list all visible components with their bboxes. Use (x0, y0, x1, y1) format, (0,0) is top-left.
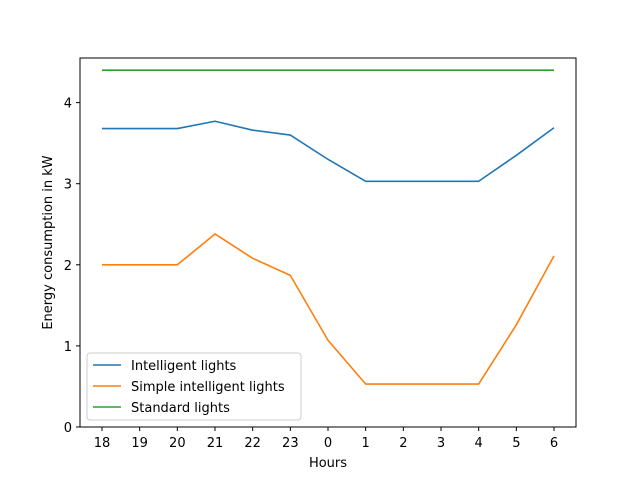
series-lines (102, 69, 555, 385)
legend-label: Simple intelligent lights (131, 380, 285, 395)
x-tick-label: 22 (244, 436, 261, 451)
x-tick-label: 4 (475, 436, 483, 451)
y-tick-label: 4 (64, 97, 72, 112)
y-tick-label: 3 (64, 178, 72, 193)
y-axis-label: Energy consumption in kW (41, 155, 56, 329)
legend-label: Standard lights (131, 401, 230, 416)
x-tick-label: 1 (362, 436, 370, 451)
x-tick-label: 5 (512, 436, 520, 451)
x-tick-label: 18 (94, 436, 111, 451)
y-tick-label: 1 (64, 340, 72, 355)
y-tick-label: 0 (64, 421, 72, 436)
series-line-2 (102, 233, 555, 385)
x-tick-label: 21 (207, 436, 224, 451)
x-tick-label: 3 (437, 436, 445, 451)
x-tick-label: 19 (131, 436, 148, 451)
x-tick-label: 0 (324, 436, 332, 451)
legend-label: Intelligent lights (131, 359, 237, 374)
y-tick-label: 2 (64, 259, 72, 274)
x-axis-label: Hours (309, 456, 347, 471)
series-line-1 (102, 120, 555, 183)
x-tick-label: 6 (550, 436, 558, 451)
x-tick-label: 23 (282, 436, 299, 451)
legend-box (86, 352, 302, 421)
legend: Intelligent lights Simple intelligent lig… (86, 352, 302, 421)
x-tick-label: 20 (169, 436, 186, 451)
x-tick-label: 2 (399, 436, 407, 451)
